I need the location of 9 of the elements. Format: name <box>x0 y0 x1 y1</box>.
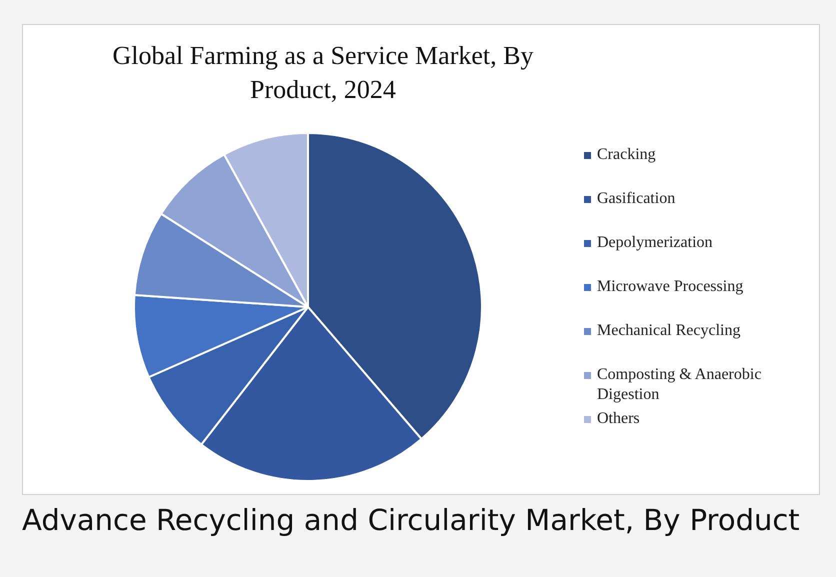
legend-label: Depolymerization <box>597 233 713 253</box>
legend-label: Gasification <box>597 189 676 209</box>
legend-label: Others <box>597 409 640 429</box>
legend-label: Composting & Anaerobic Digestion <box>597 365 762 405</box>
chart-title: Global Farming as a Service Market, By Product, 2024 <box>112 40 534 106</box>
text: Advance Recycling and Circularity Market, By Product <box>22 503 800 537</box>
legend-label: Cracking <box>597 145 656 165</box>
legend-label: Mechanical Recycling <box>597 321 740 341</box>
legend-label: Microwave Processing <box>597 277 744 297</box>
